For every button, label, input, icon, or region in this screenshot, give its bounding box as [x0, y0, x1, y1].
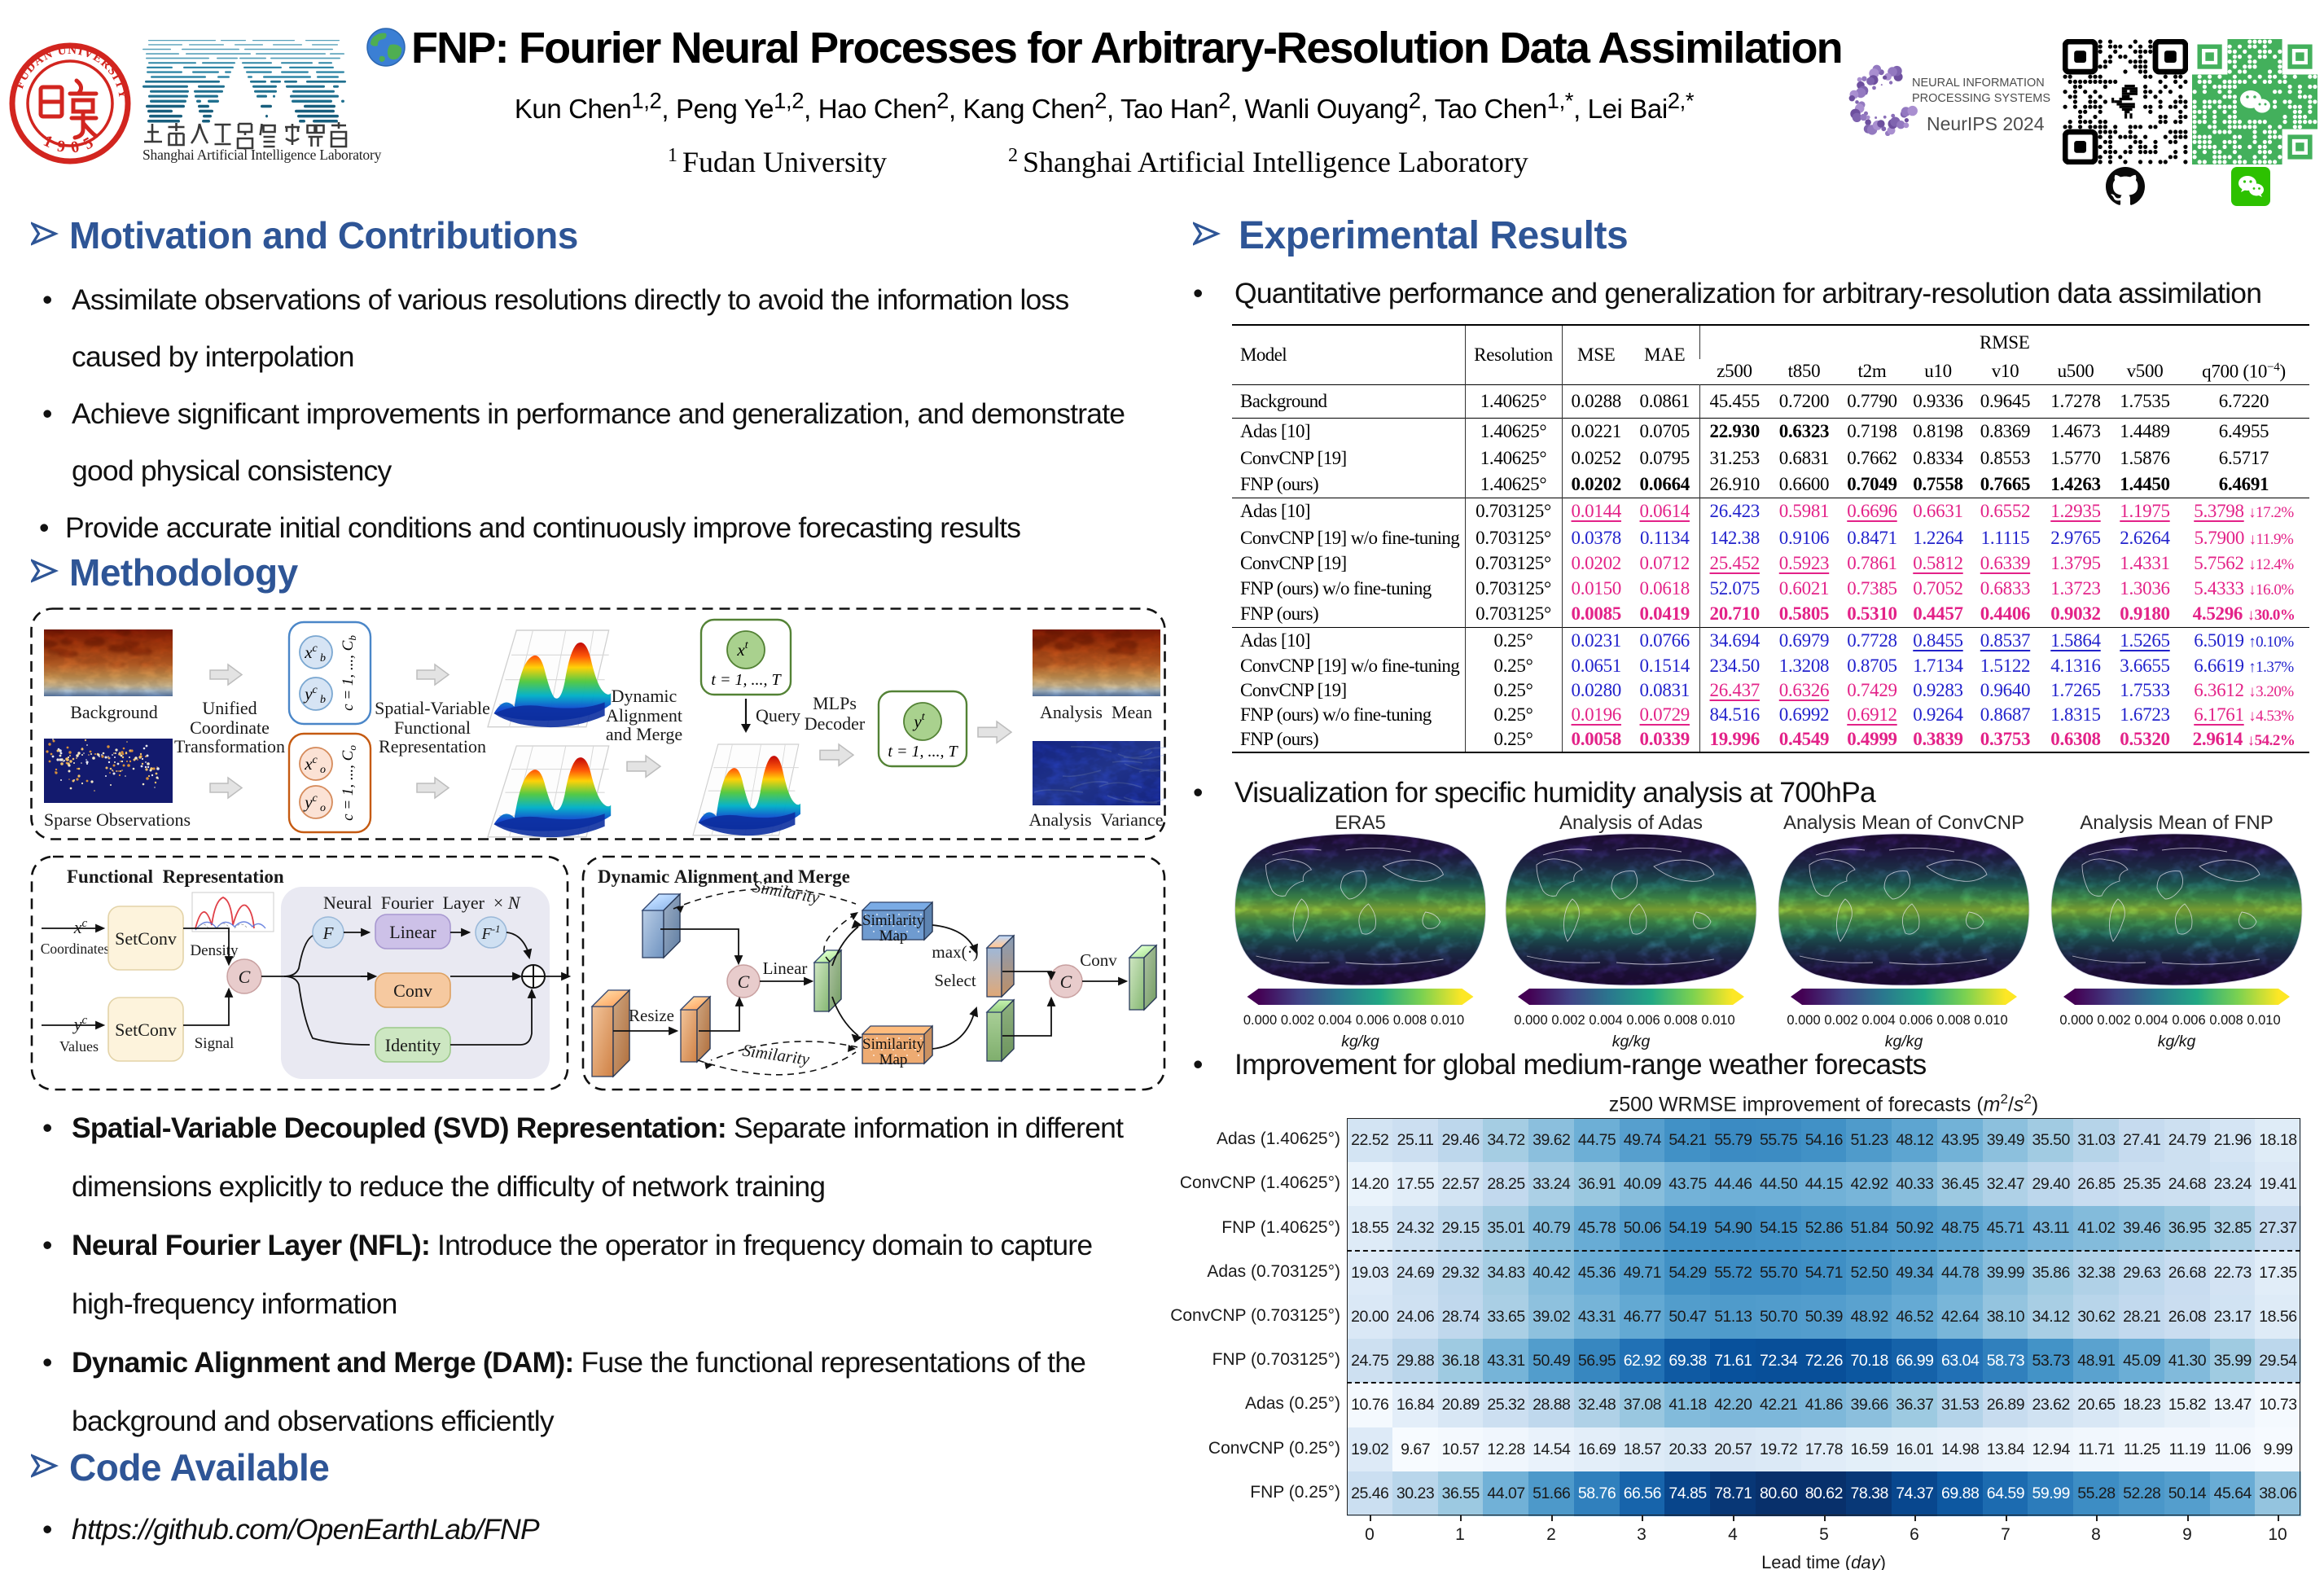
- svg-text:F: F: [322, 923, 334, 943]
- svg-text:Analysis Mean of ConvCNP: Analysis Mean of ConvCNP: [1783, 812, 2024, 834]
- svg-text:0.006: 0.006: [1899, 1013, 1932, 1028]
- svg-text:Functional: Functional: [394, 717, 471, 738]
- svg-text:NeurIPS 2024: NeurIPS 2024: [1927, 113, 2045, 134]
- svg-text:SetConv: SetConv: [115, 1020, 177, 1040]
- svg-text:0.000: 0.000: [1514, 1013, 1547, 1028]
- svg-text:MLPs: MLPs: [813, 693, 857, 713]
- svg-text:C: C: [738, 971, 750, 992]
- svg-text:0.002: 0.002: [1824, 1013, 1857, 1028]
- svg-text:c = 1, ..., Co: c = 1, ..., Co: [340, 745, 358, 821]
- svg-text:PROCESSING SYSTEMS: PROCESSING SYSTEMS: [1912, 92, 2050, 105]
- svg-text:Density: Density: [190, 942, 239, 959]
- svg-text:C: C: [1060, 971, 1072, 992]
- svg-text:Coordinates: Coordinates: [41, 941, 110, 957]
- svg-text:Similarity: Similarity: [862, 1036, 925, 1053]
- svg-text:Analysis Mean: Analysis Mean: [1040, 702, 1152, 722]
- svg-text:Alignment: Alignment: [606, 705, 682, 726]
- svg-text:Map: Map: [879, 928, 908, 945]
- svg-text:NEURAL INFORMATION: NEURAL INFORMATION: [1912, 77, 2045, 90]
- svg-text:0.008: 0.008: [1393, 1013, 1427, 1028]
- svg-text:Values: Values: [59, 1038, 99, 1055]
- svg-text:kg/kg: kg/kg: [1612, 1033, 1651, 1050]
- svg-text:0.002: 0.002: [1281, 1013, 1314, 1028]
- svg-text:Decoder: Decoder: [805, 713, 866, 734]
- svg-text:t = 1, ..., T: t = 1, ..., T: [711, 671, 782, 689]
- svg-text:kg/kg: kg/kg: [1885, 1033, 1923, 1050]
- svg-text:0.008: 0.008: [1664, 1013, 1697, 1028]
- svg-text:and Merge: and Merge: [606, 724, 682, 744]
- svg-text:Spatial-Variable: Spatial-Variable: [375, 698, 490, 718]
- svg-text:Resize: Resize: [629, 1006, 674, 1025]
- svg-text:Linear: Linear: [763, 958, 808, 978]
- svg-text:0.002: 0.002: [2097, 1013, 2130, 1028]
- svg-text:Conv: Conv: [1080, 950, 1117, 970]
- svg-text:ERA5: ERA5: [1335, 812, 1386, 834]
- svg-text:Conv: Conv: [393, 980, 432, 1001]
- svg-text:Similarity: Similarity: [741, 1040, 811, 1068]
- svg-text:0.004: 0.004: [1318, 1013, 1352, 1028]
- svg-text:Coordinate: Coordinate: [190, 717, 270, 738]
- svg-text:Similarity: Similarity: [862, 912, 925, 929]
- svg-text:Dynamic Alignment and Merge: Dynamic Alignment and Merge: [598, 866, 850, 887]
- svg-text:0.004: 0.004: [2134, 1013, 2168, 1028]
- svg-text:o: o: [320, 764, 326, 776]
- svg-text:t = 1, ..., T: t = 1, ..., T: [888, 743, 958, 761]
- svg-text:C: C: [239, 967, 251, 987]
- svg-text:0.010: 0.010: [1974, 1013, 2007, 1028]
- svg-text:Background: Background: [70, 702, 158, 722]
- svg-text:o: o: [320, 802, 326, 814]
- svg-text:0.006: 0.006: [1626, 1013, 1660, 1028]
- svg-text:kg/kg: kg/kg: [1341, 1033, 1379, 1050]
- svg-text:Analysis of Adas: Analysis of Adas: [1559, 812, 1703, 834]
- svg-text:Signal: Signal: [195, 1035, 235, 1052]
- svg-text:Transformation: Transformation: [174, 736, 285, 756]
- svg-text:Representation: Representation: [379, 736, 486, 756]
- svg-text:0.008: 0.008: [1936, 1013, 1970, 1028]
- svg-text:0.010: 0.010: [1701, 1013, 1734, 1028]
- svg-text:0.010: 0.010: [1431, 1013, 1464, 1028]
- svg-text:Analysis Mean of FNP: Analysis Mean of FNP: [2080, 812, 2273, 834]
- svg-text:Unified: Unified: [202, 698, 257, 718]
- svg-text:0.006: 0.006: [1356, 1013, 1389, 1028]
- svg-text:Select: Select: [934, 971, 976, 990]
- svg-text:0.008: 0.008: [2209, 1013, 2243, 1028]
- svg-text:0.000: 0.000: [1243, 1013, 1277, 1028]
- svg-text:0.004: 0.004: [1861, 1013, 1895, 1028]
- svg-text:b: b: [320, 694, 326, 706]
- svg-text:Identity: Identity: [385, 1035, 441, 1055]
- svg-text:Dynamic: Dynamic: [612, 686, 677, 706]
- svg-text:yc: yc: [72, 1014, 88, 1034]
- svg-text:Analysis Variance: Analysis Variance: [1029, 809, 1164, 830]
- svg-text:0.002: 0.002: [1551, 1013, 1585, 1028]
- svg-text:0.006: 0.006: [2172, 1013, 2205, 1028]
- svg-text:b: b: [320, 652, 326, 664]
- svg-text:0.000: 0.000: [2059, 1013, 2093, 1028]
- svg-text:c = 1, ..., Cb: c = 1, ..., Cb: [340, 635, 358, 711]
- svg-text:0.004: 0.004: [1589, 1013, 1622, 1028]
- svg-text:max(·): max(·): [932, 942, 978, 962]
- svg-text:kg/kg: kg/kg: [2158, 1033, 2196, 1050]
- svg-text:xc: xc: [73, 917, 88, 937]
- svg-text:SetConv: SetConv: [115, 928, 177, 949]
- svg-text:0.010: 0.010: [2247, 1013, 2280, 1028]
- svg-text:Neural Fourier Layer × N: Neural Fourier Layer × N: [323, 892, 521, 913]
- svg-text:Linear: Linear: [389, 922, 436, 942]
- svg-text:0.000: 0.000: [1787, 1013, 1820, 1028]
- svg-text:Functional Representation: Functional Representation: [67, 866, 284, 887]
- svg-text:Map: Map: [879, 1051, 908, 1068]
- svg-text:Sparse Observations: Sparse Observations: [44, 809, 191, 830]
- svg-text:Query: Query: [756, 705, 800, 726]
